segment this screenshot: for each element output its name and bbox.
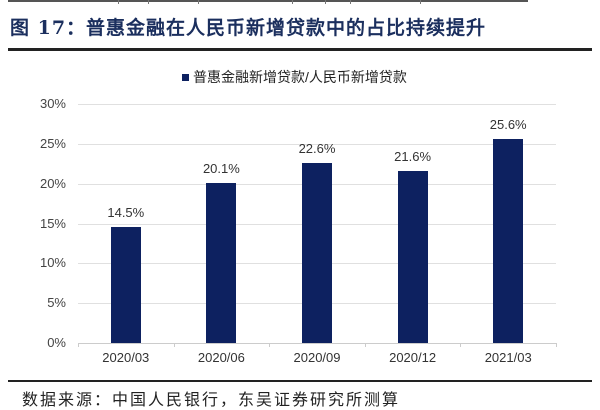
gridline (78, 104, 556, 105)
bar-2020-12 (397, 170, 428, 343)
chart-legend: 普惠金融新增贷款/人民币新增贷款 (182, 67, 407, 87)
top-border-tick (148, 0, 149, 4)
y-axis-tick-label: 5% (47, 295, 66, 311)
x-axis-tick (556, 343, 557, 347)
y-axis-tick-label: 15% (39, 215, 66, 231)
y-axis-tick-label: 25% (39, 135, 66, 151)
x-axis-tick (173, 343, 175, 347)
source-note: 数据来源：中国人民银行，东吴证券研究所测算 (22, 390, 401, 409)
x-axis-tick (460, 343, 462, 347)
x-axis-category-label: 2020/06 (197, 350, 245, 365)
y-axis-tick-label: 30% (39, 96, 66, 111)
x-axis-category-label: 2021/03 (484, 350, 532, 365)
bar-2020-06 (206, 182, 237, 343)
bar-value-label: 20.1% (202, 160, 240, 176)
bar-value-label: 25.6% (489, 117, 527, 133)
bar-2020-03 (110, 227, 141, 343)
legend-swatch-icon (182, 73, 189, 81)
x-axis-tick (364, 343, 366, 347)
bar-value-label: 14.5% (107, 205, 145, 221)
bar-2021-03 (493, 139, 524, 343)
x-axis-category-label: 2020/12 (389, 350, 437, 365)
top-border-tick (325, 0, 326, 4)
gridline (78, 143, 556, 145)
x-axis-tick (78, 343, 79, 347)
y-axis-tick-label: 20% (39, 175, 66, 191)
figure-title: 图 17：普惠金融在人民币新增贷款中的占比持续提升 (10, 17, 487, 39)
y-axis-tick-label: 10% (39, 255, 66, 271)
top-border-tick (292, 0, 293, 4)
x-axis-tick (269, 343, 271, 347)
top-border-tick (420, 0, 421, 4)
source-divider (8, 380, 592, 382)
legend-label: 普惠金融新增贷款/人民币新增贷款 (193, 69, 407, 85)
bar-value-label: 21.6% (394, 148, 432, 164)
top-border-tick (118, 0, 119, 4)
x-axis-category-label: 2020/03 (102, 350, 150, 365)
y-axis-tick-label: 0% (47, 335, 66, 350)
bar-2020-09 (302, 162, 332, 343)
x-axis-category-label: 2020/09 (293, 350, 341, 365)
top-border-tick (350, 0, 351, 4)
top-border-tick (198, 0, 199, 4)
title-divider (8, 48, 592, 51)
top-border-rule (8, 0, 528, 2)
bar-value-label: 22.6% (298, 140, 336, 156)
x-axis-line (78, 343, 556, 344)
